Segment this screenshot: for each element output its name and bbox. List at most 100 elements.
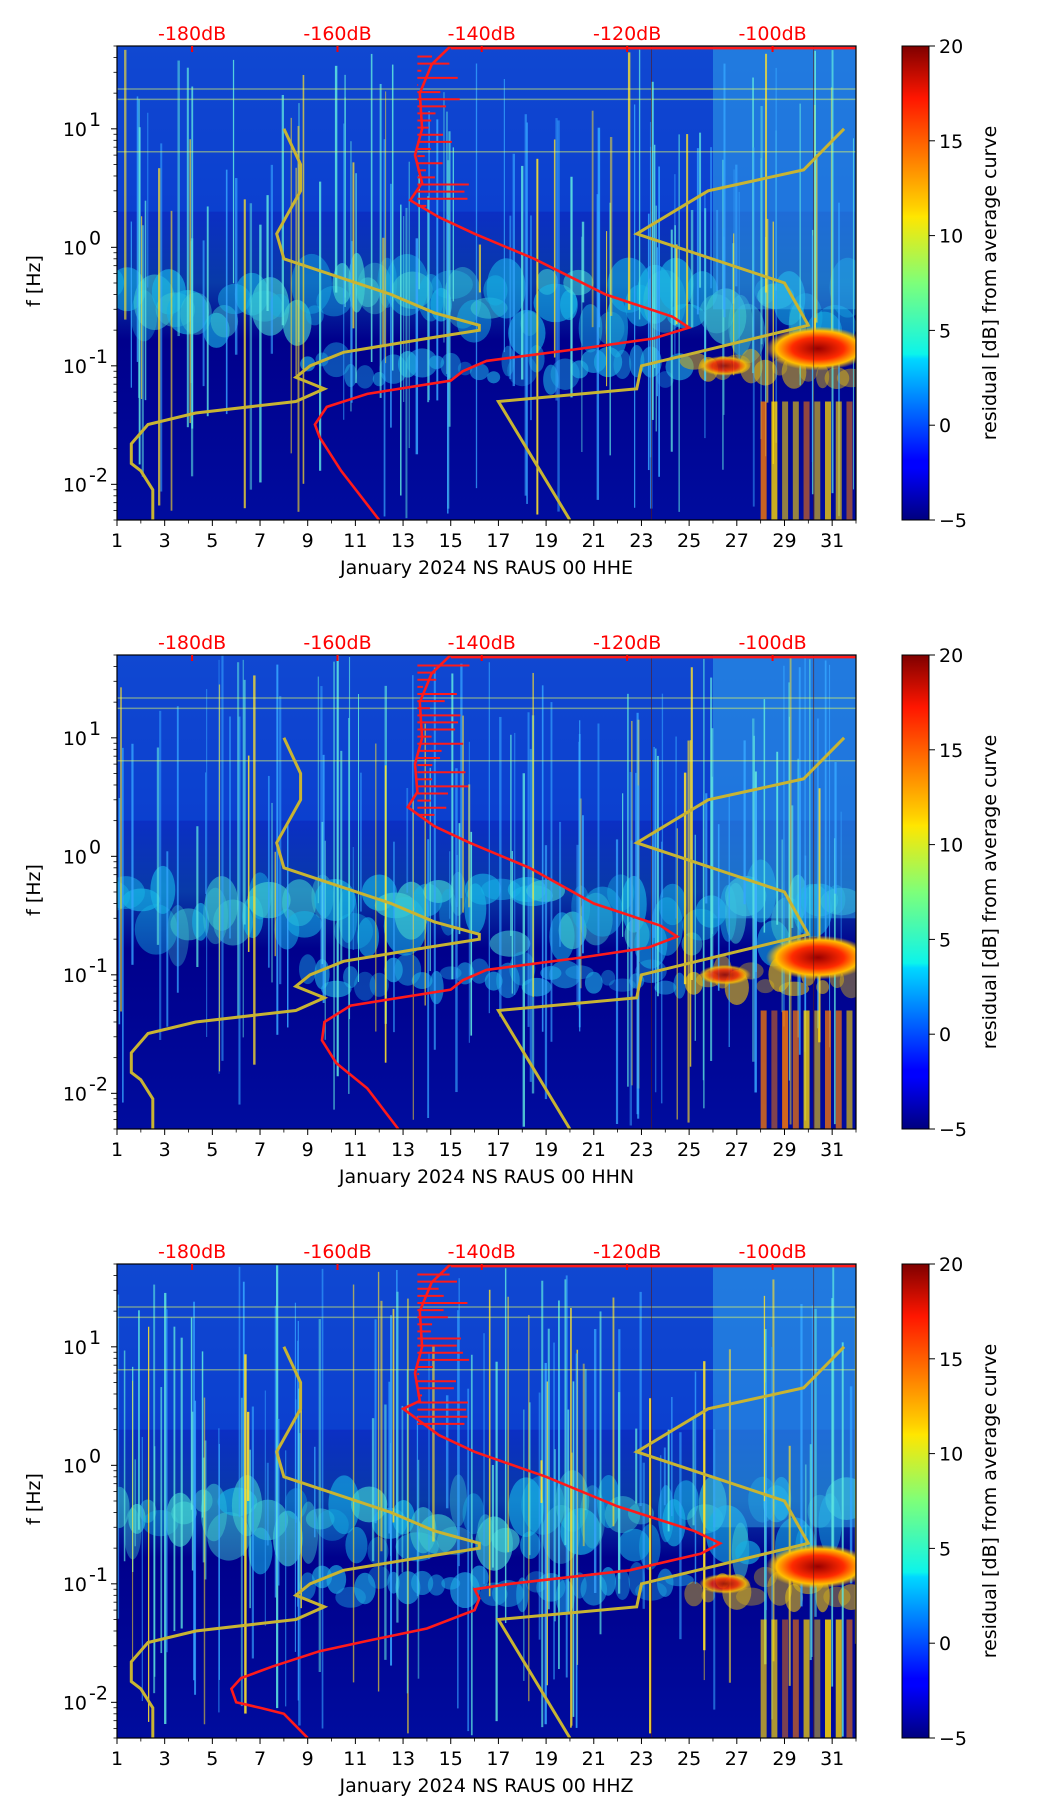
lf-plume <box>803 401 810 520</box>
streak <box>380 1300 383 1552</box>
x-tick-label: 27 <box>725 1748 749 1770</box>
x-tick-label: 3 <box>159 1748 171 1770</box>
colorbar-tick-label: 10 <box>939 1444 963 1466</box>
streak <box>360 772 362 912</box>
streak <box>160 1387 163 1654</box>
streak <box>818 788 821 1043</box>
streak <box>716 209 719 292</box>
streak <box>118 798 121 1025</box>
streak <box>170 210 173 511</box>
streak <box>570 1307 572 1728</box>
streak <box>186 67 189 428</box>
x-tick-label: 9 <box>302 1139 314 1161</box>
band-blob <box>748 1476 777 1523</box>
streak <box>683 772 687 985</box>
streak <box>457 1310 459 1709</box>
streak <box>350 241 353 403</box>
streak <box>348 717 350 1094</box>
streak <box>659 1455 662 1520</box>
streak <box>833 838 836 1125</box>
band-blob <box>345 1526 368 1564</box>
streak <box>470 831 473 1036</box>
x-tick-label: 31 <box>820 1748 844 1770</box>
streak <box>510 734 512 936</box>
streak <box>766 218 769 403</box>
x-tick-label: 29 <box>772 1139 796 1161</box>
colorbar-tick-label: 0 <box>939 1633 951 1655</box>
streak <box>649 121 652 458</box>
streak <box>511 850 514 994</box>
band-blob <box>654 980 677 995</box>
y-tick-label: 10 <box>63 1692 87 1714</box>
x-axis: 1 3 5 7 9 11 13 15 17 19 21 23 25 27 29 31 <box>111 520 857 552</box>
band-blob <box>491 1580 524 1608</box>
streak <box>638 49 641 320</box>
band-blob <box>543 364 559 395</box>
streak <box>189 139 191 424</box>
streak <box>686 134 689 329</box>
streak <box>581 221 585 303</box>
streak <box>119 687 122 1012</box>
band-blob <box>353 971 376 1001</box>
streak <box>371 1418 375 1562</box>
lf-plume <box>792 1619 799 1738</box>
streak <box>488 1289 491 1597</box>
streak <box>344 97 346 298</box>
streak <box>377 1271 380 1692</box>
streak <box>781 839 783 1013</box>
lf-plume <box>782 401 789 520</box>
x-axis-title: January 2024 NS RAUS 00 HHE <box>339 557 633 579</box>
streak <box>671 1396 673 1517</box>
band-blob <box>824 367 850 390</box>
streak <box>180 1337 183 1629</box>
streak <box>300 1393 302 1609</box>
streak <box>529 748 532 1082</box>
streak <box>122 747 124 1103</box>
streak <box>416 1415 419 1597</box>
streak <box>158 168 161 506</box>
band-blob <box>203 312 230 348</box>
y-tick-exponent: 1 <box>89 1327 101 1349</box>
streak <box>660 841 663 1104</box>
x-tick-label: 27 <box>725 530 749 552</box>
lf-plume <box>782 1010 789 1129</box>
streak <box>635 1428 638 1504</box>
x-tick-label: 9 <box>302 1748 314 1770</box>
colorbar-tick-label: −5 <box>939 1728 967 1750</box>
x-tick-label: 23 <box>629 530 653 552</box>
streak <box>324 840 327 1040</box>
band-blob <box>823 1586 851 1608</box>
band-blob <box>429 970 444 1005</box>
colorbar-tick-label: 10 <box>939 835 963 857</box>
streak <box>274 851 276 957</box>
streak <box>760 106 763 345</box>
streak <box>705 793 708 904</box>
band-blob <box>291 253 332 314</box>
colorbar-tick-label: −5 <box>939 1119 967 1141</box>
streak <box>617 1392 621 1594</box>
lf-plume <box>825 401 832 520</box>
lf-plume <box>846 1010 853 1129</box>
streak <box>266 195 269 311</box>
streak <box>764 1433 767 1526</box>
streak <box>470 1354 473 1736</box>
streak <box>831 50 834 494</box>
band-blob <box>651 897 683 956</box>
x-tick-label: 17 <box>486 1139 510 1161</box>
band-blob <box>117 269 125 297</box>
streak <box>703 1440 705 1681</box>
streak <box>771 1347 774 1720</box>
streak <box>412 800 414 1120</box>
band-blob <box>321 980 352 998</box>
streak <box>772 1279 775 1662</box>
streak <box>267 775 270 968</box>
band-blob <box>328 1475 360 1535</box>
streak <box>319 181 322 471</box>
streak <box>728 1349 731 1683</box>
streak <box>468 741 470 1043</box>
streak <box>661 693 664 898</box>
streak <box>134 1459 136 1547</box>
